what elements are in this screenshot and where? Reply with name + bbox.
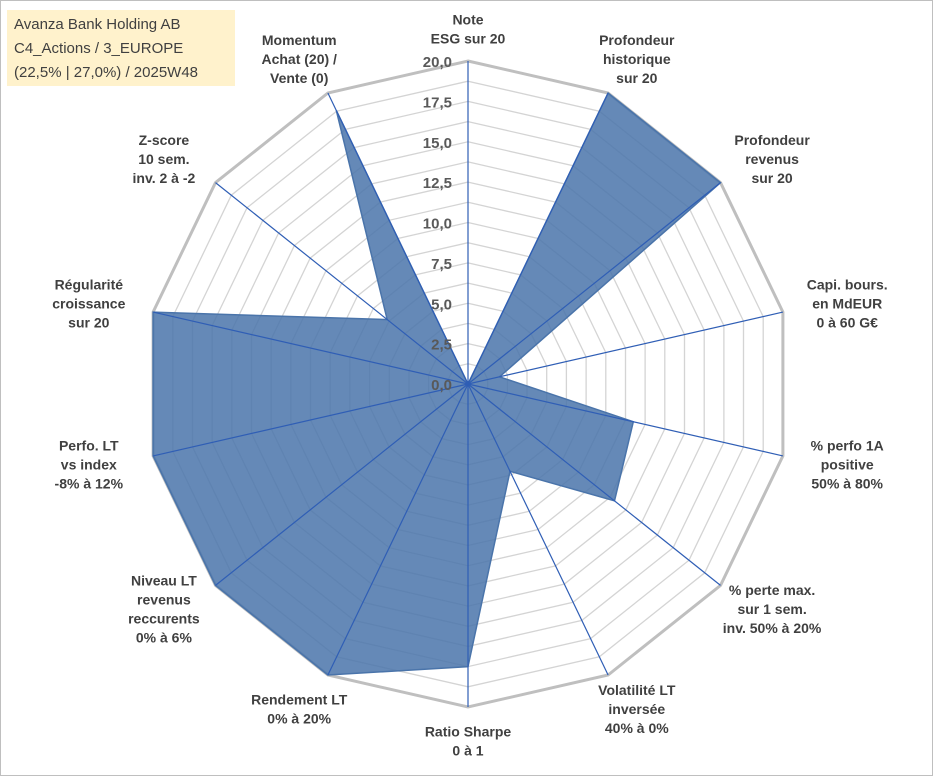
category-label: Capi. bours. en MdEUR 0 à 60 G€ xyxy=(807,277,888,331)
category-label-line: % perfo 1A xyxy=(811,437,884,453)
category-label: Profondeur historique sur 20 xyxy=(599,32,675,86)
title-line-company: Avanza Bank Holding AB xyxy=(14,16,181,33)
category-label-line: sur 20 xyxy=(68,315,109,331)
axis-spoke xyxy=(467,311,784,385)
category-label-line: % perte max. xyxy=(729,582,815,598)
tick-label: 2,5 xyxy=(431,337,452,354)
category-label: Régularité croissance sur 20 xyxy=(52,277,125,331)
tick-label: 5,0 xyxy=(431,296,452,313)
category-label: % perte max. sur 1 sem. inv. 50% à 20% xyxy=(723,582,822,636)
category-label-line: Z-score xyxy=(139,132,190,148)
category-label-line: -8% à 12% xyxy=(55,475,124,491)
category-label-line: Note xyxy=(452,12,483,28)
radar-axes xyxy=(152,61,784,707)
category-label: Momentum Achat (20) / Vente (0) xyxy=(261,32,337,86)
category-label-line: Vente (0) xyxy=(270,70,328,86)
tick-label: 20,0 xyxy=(423,54,452,71)
axis-spoke xyxy=(327,383,469,676)
axis-spoke xyxy=(215,182,469,385)
axis-spoke xyxy=(152,383,469,457)
category-label-line: Achat (20) / xyxy=(261,51,337,67)
category-label-line: ESG sur 20 xyxy=(431,31,506,47)
axis-spoke xyxy=(467,383,609,676)
category-label-line: Momentum xyxy=(262,32,337,48)
category-label-line: positive xyxy=(821,456,874,472)
category-label-line: sur 20 xyxy=(616,70,657,86)
category-label-line: croissance xyxy=(52,296,125,312)
category-label-line: vs index xyxy=(61,456,117,472)
category-label-line: Profondeur xyxy=(599,32,675,48)
axis-spoke xyxy=(215,383,469,586)
axis-spoke xyxy=(467,92,609,385)
axis-spoke xyxy=(467,182,721,385)
category-label-line: sur 20 xyxy=(751,170,792,186)
category-label-line: en MdEUR xyxy=(812,296,882,312)
axis-spoke xyxy=(152,311,469,385)
tick-label: 12,5 xyxy=(423,175,452,192)
category-label-line: Rendement LT xyxy=(251,692,348,708)
category-label-line: Niveau LT xyxy=(131,573,197,589)
category-label-line: Profondeur xyxy=(734,132,810,148)
tick-label: 17,5 xyxy=(423,94,452,111)
category-label-line: sur 1 sem. xyxy=(737,601,806,617)
category-label-line: 0% à 20% xyxy=(267,711,331,727)
radar-category-labels: Note ESG sur 20 Profondeur historique sur 20… xyxy=(52,12,887,759)
category-label-line: revenus xyxy=(137,592,191,608)
category-label-line: reccurents xyxy=(128,611,200,627)
category-label-line: 0% à 6% xyxy=(136,630,193,646)
axis-spoke xyxy=(467,383,721,586)
radar-tick-labels: 0,0 2,5 5,0 7,5 10,0 12,5 15,0 17,5 20,0 xyxy=(423,54,452,394)
category-label-line: 10 sem. xyxy=(138,151,189,167)
category-label: Ratio Sharpe 0 à 1 xyxy=(425,724,512,759)
category-label: Perfo. LT vs index -8% à 12% xyxy=(55,437,124,491)
tick-label: 10,0 xyxy=(423,216,452,233)
category-label-line: 50% à 80% xyxy=(811,475,883,491)
category-label-line: 0 à 1 xyxy=(452,743,483,759)
title-line-period: (22,5% | 27,0%) / 2025W48 xyxy=(14,64,198,81)
category-label-line: revenus xyxy=(745,151,799,167)
category-label: Profondeur revenus sur 20 xyxy=(734,132,810,186)
title-line-category: C4_Actions / 3_EUROPE xyxy=(14,40,184,57)
category-label-line: Capi. bours. xyxy=(807,277,888,293)
category-label-line: 40% à 0% xyxy=(605,720,669,736)
category-label-line: Volatilité LT xyxy=(598,682,676,698)
category-label-line: historique xyxy=(603,51,671,67)
category-label-line: 0 à 60 G€ xyxy=(816,315,878,331)
category-label: % perfo 1A positive 50% à 80% xyxy=(811,437,884,491)
category-label-line: Régularité xyxy=(55,277,124,293)
tick-label: 0,0 xyxy=(431,377,452,394)
category-label-line: Ratio Sharpe xyxy=(425,724,512,740)
chart-title-box: Avanza Bank Holding AB C4_Actions / 3_EU… xyxy=(7,10,235,86)
category-label-line: inversée xyxy=(608,701,665,717)
category-label-line: inv. 2 à -2 xyxy=(133,170,196,186)
category-label: Z-score 10 sem. inv. 2 à -2 xyxy=(133,132,196,186)
category-label-line: inv. 50% à 20% xyxy=(723,620,822,636)
category-label: Volatilité LT inversée 40% à 0% xyxy=(598,682,676,736)
tick-label: 7,5 xyxy=(431,256,452,273)
tick-label: 15,0 xyxy=(423,135,452,152)
axis-spoke xyxy=(467,383,784,457)
category-label: Note ESG sur 20 xyxy=(431,12,506,47)
axis-spoke xyxy=(327,92,469,385)
category-label: Niveau LT revenus reccurents 0% à 6% xyxy=(128,573,200,646)
category-label: Rendement LT 0% à 20% xyxy=(251,692,348,727)
category-label-line: Perfo. LT xyxy=(59,437,119,453)
